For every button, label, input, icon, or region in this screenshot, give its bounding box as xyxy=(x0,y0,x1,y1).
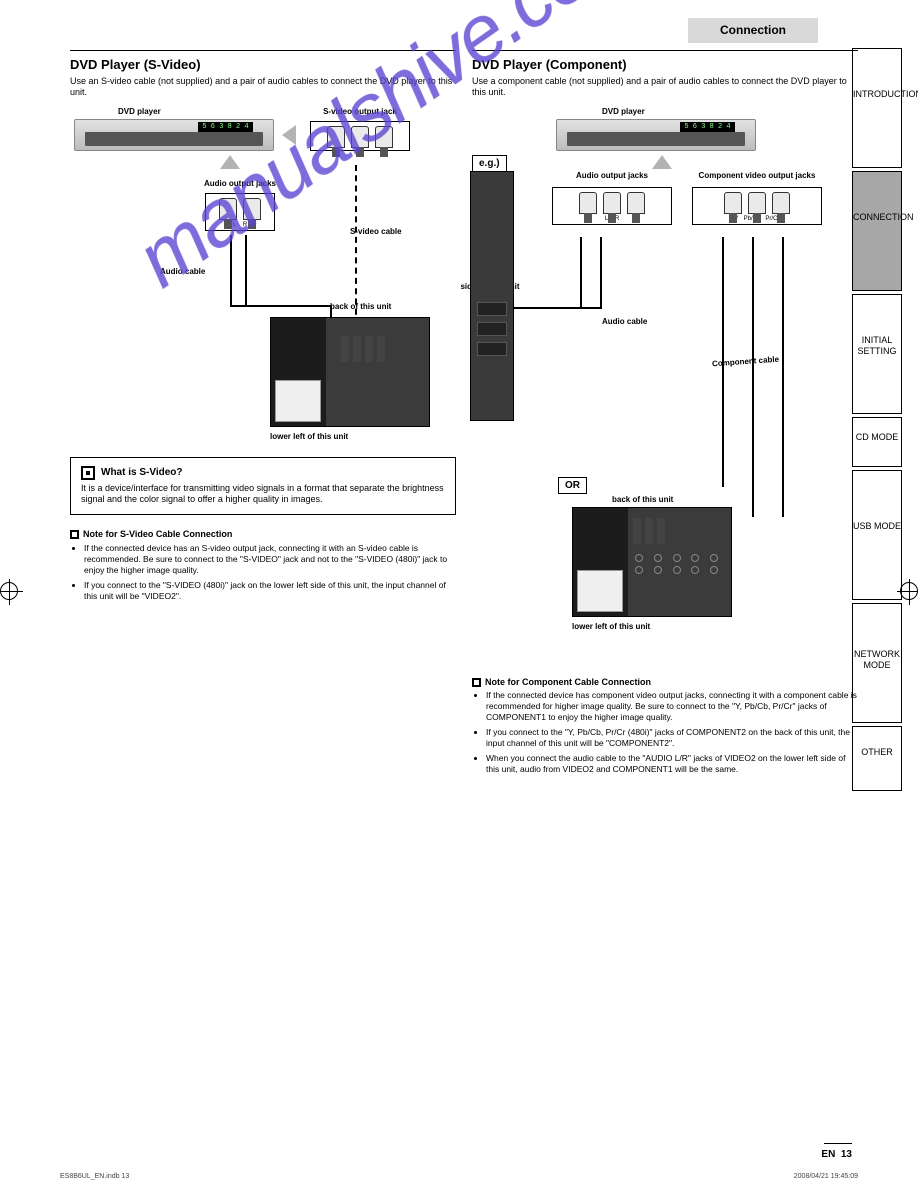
audio-panel: L R xyxy=(205,193,275,231)
audio-cable-label-r: Audio cable xyxy=(602,317,647,326)
left-intro: Use an S-video cable (not supplied) and … xyxy=(70,76,456,99)
crop-mark-icon xyxy=(0,582,18,600)
info-title: What is S-Video? xyxy=(101,466,183,479)
right-diagram: DVD player 5 6 3 8 2 4 e.g.) Audio outpu… xyxy=(472,107,858,667)
breadcrumb: Connection xyxy=(688,18,818,43)
left-note-2: If you connect to the "S-VIDEO (480i)" j… xyxy=(84,580,456,602)
audio-caption-r: Audio output jacks xyxy=(562,171,662,180)
plug-icon xyxy=(341,336,349,362)
right-notes-title: Note for Component Cable Connection xyxy=(485,677,651,689)
right-notes: Note for Component Cable Connection If t… xyxy=(472,677,858,776)
right-note-3: When you connect the audio cable to the … xyxy=(486,753,858,775)
dvd-label-r: DVD player xyxy=(602,107,645,116)
dvd-player-illustration: 5 6 3 8 2 4 xyxy=(74,119,274,151)
component-caption: Component video output jacks xyxy=(697,171,817,180)
or-label: OR xyxy=(558,477,587,494)
back-caption: back of this unit xyxy=(612,495,673,504)
en-label: EN xyxy=(821,1149,835,1160)
jack-icon xyxy=(579,192,597,214)
plug-icon xyxy=(633,518,641,544)
jack-pr-icon xyxy=(772,192,790,214)
tab-initial-setting: INITIAL SETTING xyxy=(852,294,902,414)
arrow-icon xyxy=(282,125,296,145)
tab-introduction: INTRODUCTION xyxy=(852,48,902,168)
jack-icon xyxy=(603,192,621,214)
plug-icon xyxy=(657,518,665,544)
note-icon xyxy=(70,530,79,539)
lower-left-label-r: lower left of this unit xyxy=(572,622,650,631)
left-notes-title: Note for S-Video Cable Connection xyxy=(83,529,232,541)
jack-icon xyxy=(351,126,369,148)
right-column: DVD Player (Component) Use a component c… xyxy=(472,50,858,780)
note-icon xyxy=(472,678,481,687)
plug-icon xyxy=(645,518,653,544)
footer-code: ES8B6UL_EN.indb 13 xyxy=(60,1173,129,1180)
page-number-value: 13 xyxy=(841,1149,852,1160)
jack-icon xyxy=(375,126,393,148)
left-diagram: DVD player 5 6 3 8 2 4 S-video output ja… xyxy=(70,107,456,447)
info-body: It is a device/interface for transmittin… xyxy=(81,483,445,506)
left-notes: Note for S-Video Cable Connection If the… xyxy=(70,529,456,602)
plug-icon xyxy=(353,336,361,362)
jack-l-icon xyxy=(219,198,237,220)
right-intro: Use a component cable (not supplied) and… xyxy=(472,76,858,99)
tv-side-illustration xyxy=(470,171,514,421)
page-rule xyxy=(824,1143,852,1144)
crop-mark-icon xyxy=(900,582,918,600)
left-note-1: If the connected device has an S-video o… xyxy=(84,543,456,576)
page-number: EN 13 xyxy=(821,1149,852,1160)
tab-other: OTHER xyxy=(852,726,902,791)
dvd-label: DVD player xyxy=(118,107,161,116)
jack-icon xyxy=(627,192,645,214)
jack-y-icon xyxy=(724,192,742,214)
tv-back-illustration-r xyxy=(572,507,732,617)
jack-pb-icon xyxy=(748,192,766,214)
audio-caption: Audio output jacks xyxy=(200,179,280,188)
right-note-2: If you connect to the "Y, Pb/Cb, Pr/Cr (… xyxy=(486,727,858,749)
svideo-cable-label: S-video cable xyxy=(350,227,402,236)
arrow-icon xyxy=(220,155,240,169)
right-heading: DVD Player (Component) xyxy=(472,57,858,72)
plug-icon xyxy=(365,336,373,362)
plug-icon xyxy=(377,336,385,362)
info-icon xyxy=(81,466,95,480)
right-note-1: If the connected device has component vi… xyxy=(486,690,858,723)
jack-r-icon xyxy=(243,198,261,220)
tab-cd-mode: CD MODE xyxy=(852,417,902,467)
audio-panel-r: L R xyxy=(552,187,672,225)
jack-r-label: R xyxy=(243,222,247,228)
audio-cable-label: Audio cable xyxy=(160,267,205,276)
tv-back-label: back of this unit xyxy=(330,302,391,311)
jack-l-label: L xyxy=(233,222,236,228)
lower-left-label: lower left of this unit xyxy=(270,432,348,441)
tab-connection: CONNECTION xyxy=(852,171,902,291)
component-panel: Y Pb/Cb Pr/Cr xyxy=(692,187,822,225)
left-column: DVD Player (S-Video) Use an S-video cabl… xyxy=(70,50,456,780)
footer-date: 2008/04/21 19:45:09 xyxy=(794,1173,858,1180)
side-tabs: INTRODUCTION CONNECTION INITIAL SETTING … xyxy=(852,48,902,794)
svideo-panel xyxy=(310,121,410,151)
arrow-icon xyxy=(652,155,672,169)
tab-network-mode: NETWORK MODE xyxy=(852,603,902,723)
tv-back-illustration xyxy=(270,317,430,427)
svideo-caption: S-video output jack xyxy=(320,107,400,116)
tab-usb-mode: USB MODE xyxy=(852,470,902,600)
jack-icon xyxy=(327,126,345,148)
left-heading: DVD Player (S-Video) xyxy=(70,57,456,72)
dvd-player-illustration-r: 5 6 3 8 2 4 xyxy=(556,119,756,151)
info-box: What is S-Video? It is a device/interfac… xyxy=(70,457,456,515)
eg-label: e.g.) xyxy=(472,155,507,172)
